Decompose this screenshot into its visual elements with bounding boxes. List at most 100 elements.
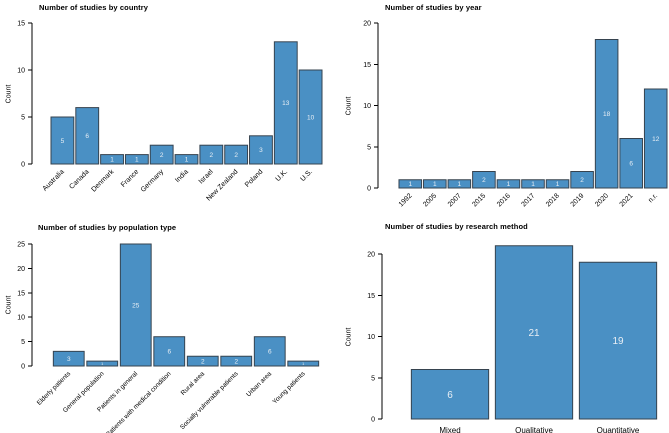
bar-value-label: 5 <box>61 138 65 145</box>
bar <box>398 179 423 189</box>
bar-value-label: 6 <box>167 349 171 356</box>
chart-title: Number of studies by year <box>385 3 482 12</box>
bar-value-label: 19 <box>612 336 624 347</box>
bar-value-label: 12 <box>652 136 660 143</box>
y-tick-label: 15 <box>17 21 25 28</box>
y-tick-label: 10 <box>367 334 375 341</box>
bar-value-label: 1 <box>302 361 304 366</box>
bar-value-label: 2 <box>482 177 486 184</box>
chart-panel-population-type: Number of studies by population type Cou… <box>0 216 334 433</box>
x-tick-label: Quantitative <box>597 426 640 433</box>
x-tick-label: Mixed <box>439 426 460 433</box>
bar <box>298 69 323 165</box>
y-tick-label: 20 <box>363 21 371 28</box>
x-tick-label: Elderly patients <box>36 370 73 407</box>
bar-value-label: 1 <box>531 181 535 188</box>
x-tick-label: Denmark <box>90 168 115 193</box>
bar <box>287 360 320 367</box>
x-tick-label: 2007 <box>447 192 463 208</box>
bar-value-label: 1 <box>408 181 412 188</box>
bar <box>249 135 273 165</box>
x-tick-label: Urban area <box>245 370 273 398</box>
bar-value-label: 18 <box>603 111 611 118</box>
y-tick-label: 20 <box>367 252 375 259</box>
y-tick-label: 15 <box>363 62 371 69</box>
x-tick-label: 2019 <box>570 192 586 208</box>
bar-value-label: 25 <box>132 302 140 309</box>
bar-value-label: 3 <box>259 147 263 154</box>
bar-value-label: 2 <box>160 152 164 159</box>
bar <box>545 179 570 189</box>
bar-value-label: 21 <box>528 328 540 339</box>
bar <box>570 171 594 189</box>
y-tick-label: 5 <box>371 375 375 382</box>
x-tick-label: 2016 <box>496 192 512 208</box>
y-tick-label: 10 <box>363 103 371 110</box>
bar <box>119 243 152 367</box>
x-tick-label: 2021 <box>619 192 635 208</box>
bar <box>273 41 298 165</box>
bar <box>496 179 521 189</box>
bar <box>75 107 100 165</box>
chart-panel-research-method: Number of studies by research method Cou… <box>335 216 669 433</box>
bar <box>619 138 643 189</box>
y-tick-label: 0 <box>367 186 371 193</box>
x-tick-label: 1992 <box>398 192 414 208</box>
bar-value-label: 10 <box>307 114 315 121</box>
bar <box>578 261 658 420</box>
bar <box>153 336 186 367</box>
y-tick-label: 5 <box>21 115 25 122</box>
bar <box>253 336 286 367</box>
chart-title: Number of studies by population type <box>38 223 177 232</box>
bar <box>423 179 447 189</box>
x-tick-label: Australia <box>42 168 66 192</box>
x-tick-label: Qualitative <box>515 426 553 433</box>
bar-value-label: 1 <box>458 181 462 188</box>
bar-value-label: 6 <box>85 133 89 140</box>
bar-value-label: 1 <box>507 181 511 188</box>
bar-value-label: 2 <box>201 358 205 365</box>
bar <box>124 154 149 165</box>
y-tick-label: 15 <box>17 290 25 297</box>
x-tick-label: 2005 <box>422 192 438 208</box>
bar <box>494 245 574 420</box>
bar <box>472 171 496 189</box>
bar-value-label: 2 <box>234 358 238 365</box>
x-tick-label: Socially vulnerable patients <box>179 370 240 431</box>
chart-panel-year: Number of studies by year Count 0 5 10 15 20… <box>335 0 669 216</box>
bar-value-label: 3 <box>67 356 71 363</box>
x-tick-label: 2015 <box>471 192 487 208</box>
bar <box>447 179 472 189</box>
x-tick-label: Poland <box>244 168 264 188</box>
bar-value-label: 1 <box>110 157 114 164</box>
x-tick-label: Germany <box>140 168 166 194</box>
bar-value-label: 1 <box>556 181 560 188</box>
y-tick-label: 25 <box>17 242 25 249</box>
bar-value-label: 2 <box>580 177 584 184</box>
bar-value-label: 2 <box>234 152 238 159</box>
x-tick-label: 2017 <box>520 192 536 208</box>
bar-value-label: 2 <box>210 152 214 159</box>
x-tick-label: Israel <box>198 168 215 185</box>
bar <box>86 360 119 367</box>
chart-title: Number of studies by research method <box>385 222 528 231</box>
y-tick-label: 10 <box>17 68 25 75</box>
x-tick-label: n.r. <box>647 192 659 204</box>
bar-value-label: 1 <box>433 181 437 188</box>
x-tick-label: Patients with medical condition <box>105 370 173 433</box>
x-tick-label: France <box>120 168 140 188</box>
bar <box>521 179 545 189</box>
x-tick-label: Canada <box>68 168 90 190</box>
bar <box>174 154 199 165</box>
y-tick-label: 20 <box>17 266 25 273</box>
x-tick-label: Rural area <box>180 370 207 397</box>
bar-chart-year: 0510152011992120051200722015120161201712… <box>363 21 668 208</box>
x-tick-label: 2020 <box>594 192 610 208</box>
bar <box>186 355 219 367</box>
y-tick-label: 5 <box>21 339 25 346</box>
bar-value-label: 1 <box>101 361 103 366</box>
bar <box>100 154 124 165</box>
bar-value-label: 1 <box>135 157 139 164</box>
